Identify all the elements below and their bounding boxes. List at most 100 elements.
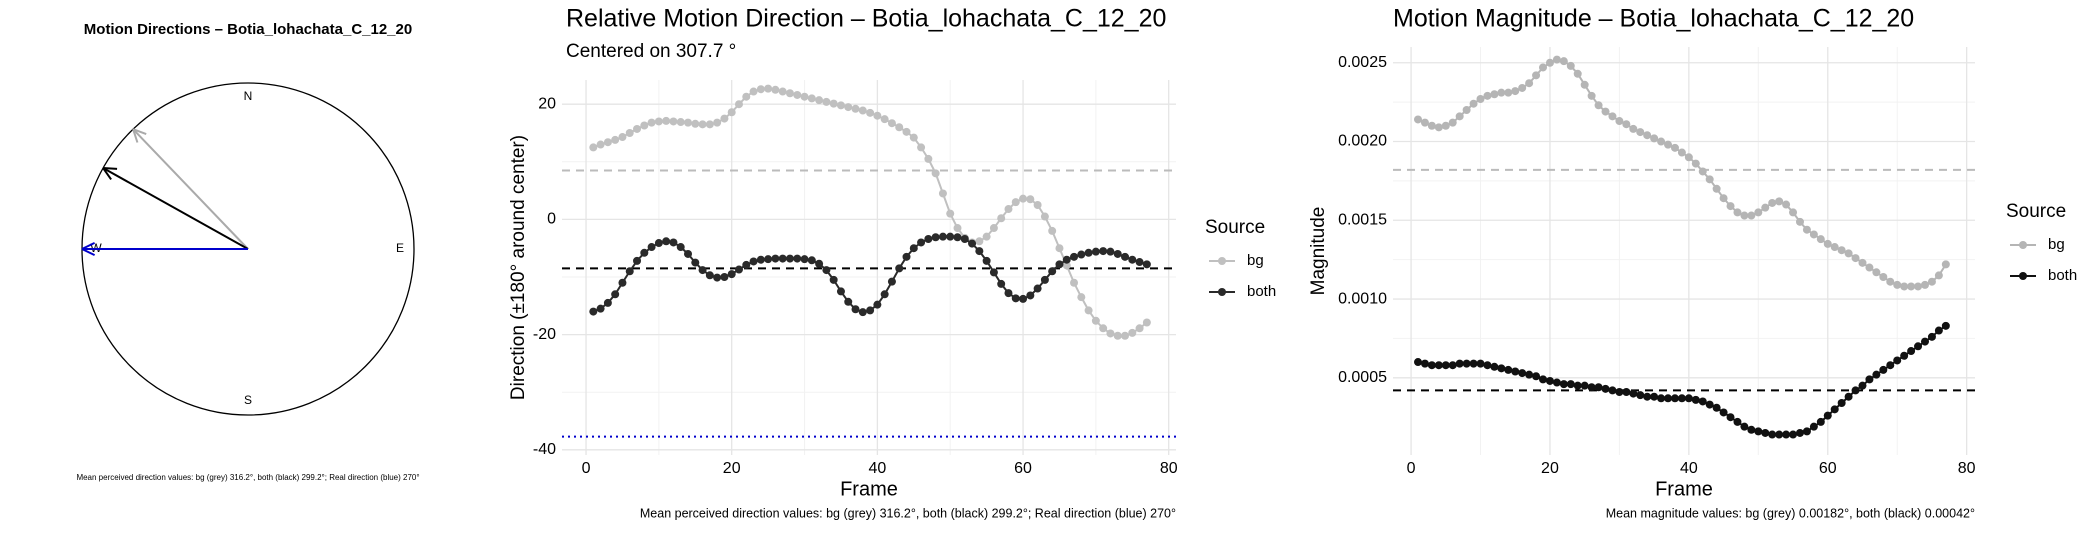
data-point xyxy=(1084,248,1093,257)
data-point xyxy=(1113,331,1122,340)
data-point xyxy=(618,278,627,287)
data-point xyxy=(1135,258,1144,267)
legend-title: Source xyxy=(2006,201,2066,222)
data-point xyxy=(1511,367,1520,376)
data-point xyxy=(1893,356,1902,365)
data-point xyxy=(1677,148,1686,157)
data-point xyxy=(1601,107,1610,116)
data-point xyxy=(1587,91,1596,100)
y-axis-label: Magnitude xyxy=(1308,207,1329,296)
compass-label: S xyxy=(244,393,252,407)
data-point xyxy=(1740,422,1749,431)
legend-swatch xyxy=(1218,257,1226,265)
data-point xyxy=(1733,417,1742,426)
data-point xyxy=(640,248,649,257)
direction-arrow xyxy=(102,167,249,250)
data-point xyxy=(1070,278,1079,287)
data-point xyxy=(924,234,933,243)
arrow-head xyxy=(132,128,147,136)
data-point xyxy=(1504,365,1513,374)
data-point xyxy=(1865,375,1874,384)
data-point xyxy=(1657,137,1666,146)
data-point xyxy=(756,255,765,264)
data-point xyxy=(793,254,802,263)
data-point xyxy=(931,233,940,242)
data-point xyxy=(1795,428,1804,437)
data-point xyxy=(676,118,685,127)
y-tick-label: 20 xyxy=(538,95,556,112)
data-point xyxy=(764,84,773,93)
data-point xyxy=(1539,375,1548,384)
data-point xyxy=(1062,261,1071,270)
data-point xyxy=(1830,243,1839,252)
data-point xyxy=(1900,282,1909,291)
data-point xyxy=(880,115,889,124)
data-point xyxy=(1900,351,1909,360)
data-point xyxy=(1121,252,1130,261)
data-point xyxy=(1427,121,1436,130)
data-point xyxy=(997,279,1006,288)
data-point xyxy=(1844,249,1853,258)
data-point xyxy=(1768,430,1777,439)
series-line xyxy=(592,235,1148,314)
data-point xyxy=(1851,254,1860,263)
data-point xyxy=(654,117,663,126)
x-axis-label: Frame xyxy=(1655,478,1713,500)
data-point xyxy=(1802,427,1811,436)
data-point xyxy=(1427,361,1436,370)
data-point xyxy=(1448,118,1457,127)
data-point xyxy=(1580,80,1589,89)
data-point xyxy=(1518,83,1527,92)
data-point xyxy=(1462,359,1471,368)
data-point xyxy=(938,232,947,241)
data-point xyxy=(1525,370,1534,379)
data-point xyxy=(603,298,612,307)
data-point xyxy=(1040,212,1049,221)
data-point xyxy=(829,99,838,108)
data-point xyxy=(633,256,642,265)
data-point xyxy=(1670,394,1679,403)
data-point xyxy=(844,103,853,112)
data-point xyxy=(1545,58,1554,67)
data-point xyxy=(1684,394,1693,403)
data-point xyxy=(1879,365,1888,374)
data-point xyxy=(727,108,736,117)
data-point xyxy=(1733,208,1742,217)
data-point xyxy=(1077,293,1086,302)
data-point xyxy=(1844,392,1853,401)
data-point xyxy=(1483,361,1492,370)
data-point xyxy=(1650,134,1659,143)
data-point xyxy=(1077,250,1086,259)
data-point xyxy=(785,254,794,263)
data-point xyxy=(1106,247,1115,256)
data-point xyxy=(1677,394,1686,403)
data-point xyxy=(1809,422,1818,431)
y-tick-label: 0.0015 xyxy=(1338,212,1387,229)
data-point xyxy=(1469,99,1478,108)
data-point xyxy=(1011,198,1020,207)
data-point xyxy=(968,239,977,248)
data-point xyxy=(1636,391,1645,400)
data-point xyxy=(1893,280,1902,289)
data-point xyxy=(1657,394,1666,403)
legend-label: both xyxy=(1247,283,1276,300)
series-line xyxy=(592,87,1148,337)
data-point xyxy=(1691,159,1700,168)
data-point xyxy=(1004,289,1013,298)
legend-label: both xyxy=(2048,267,2077,284)
data-point xyxy=(1837,399,1846,408)
x-tick-label: 20 xyxy=(723,460,741,477)
data-point xyxy=(1420,359,1429,368)
data-point xyxy=(975,237,984,246)
data-point xyxy=(720,273,729,282)
data-point xyxy=(989,268,998,277)
data-point xyxy=(1941,321,1950,330)
data-point xyxy=(1886,361,1895,370)
chart-title: Relative Motion Direction – Botia_lohach… xyxy=(566,5,1166,33)
data-point xyxy=(815,259,824,268)
data-point xyxy=(1719,194,1728,203)
x-tick-label: 80 xyxy=(1958,460,1976,477)
data-point xyxy=(822,97,831,106)
data-point xyxy=(618,133,627,142)
chart-title: Motion Magnitude – Botia_lohachata_C_12_… xyxy=(1393,5,1914,33)
